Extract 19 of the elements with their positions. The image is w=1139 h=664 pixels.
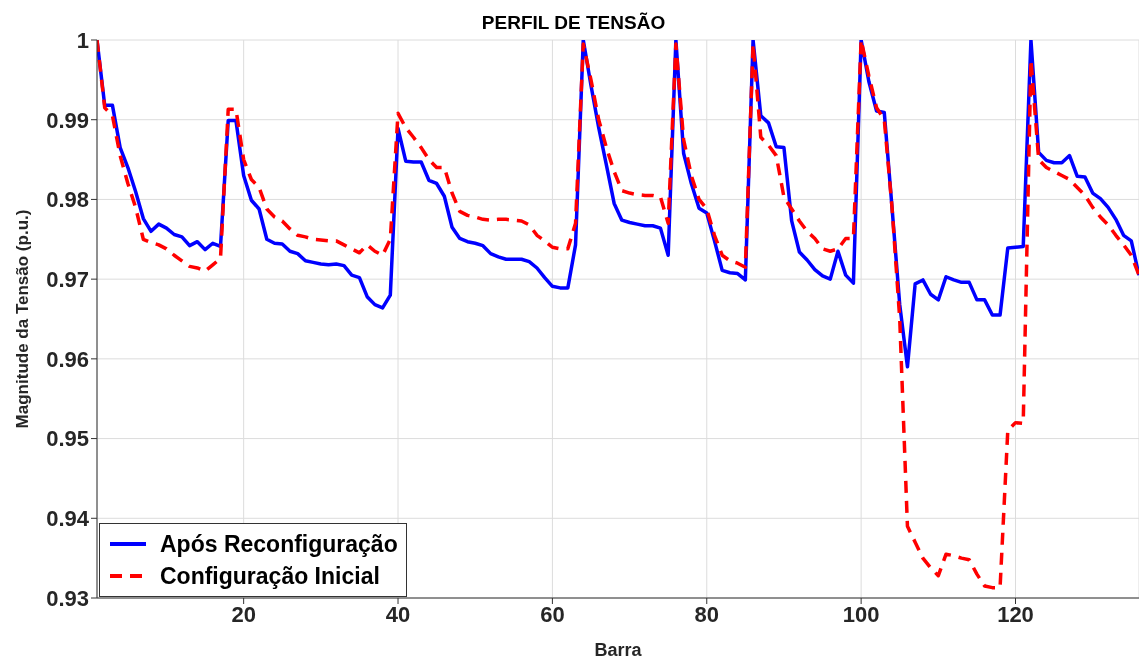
x-tick-label: 80: [694, 601, 720, 627]
y-tick-label: 0.98: [46, 187, 89, 213]
y-tick-label: 0.95: [46, 426, 89, 452]
y-tick-label: 0.94: [46, 506, 90, 532]
x-tick-label: 120: [997, 601, 1034, 627]
x-tick-label: 40: [385, 601, 411, 627]
y-tick-label: 0.97: [46, 266, 89, 292]
x-tick-label: 20: [231, 601, 256, 627]
x-axis-title: Barra: [594, 640, 643, 660]
y-tick-label: 0.93: [46, 585, 89, 611]
y-tick-label: 0.96: [46, 346, 89, 372]
x-tick-label: 60: [540, 601, 565, 627]
chart-title: PERFIL DE TENSÃO: [481, 12, 666, 33]
legend-label: Após Reconfiguração: [160, 530, 398, 558]
legend-label: Configuração Inicial: [160, 562, 380, 590]
y-tick-label: 1: [76, 27, 89, 53]
y-axis-title: Magnitude da Tensão (p.u.): [13, 209, 33, 429]
y-tick-label: 0.99: [46, 107, 89, 133]
x-tick-label: 100: [842, 601, 880, 627]
